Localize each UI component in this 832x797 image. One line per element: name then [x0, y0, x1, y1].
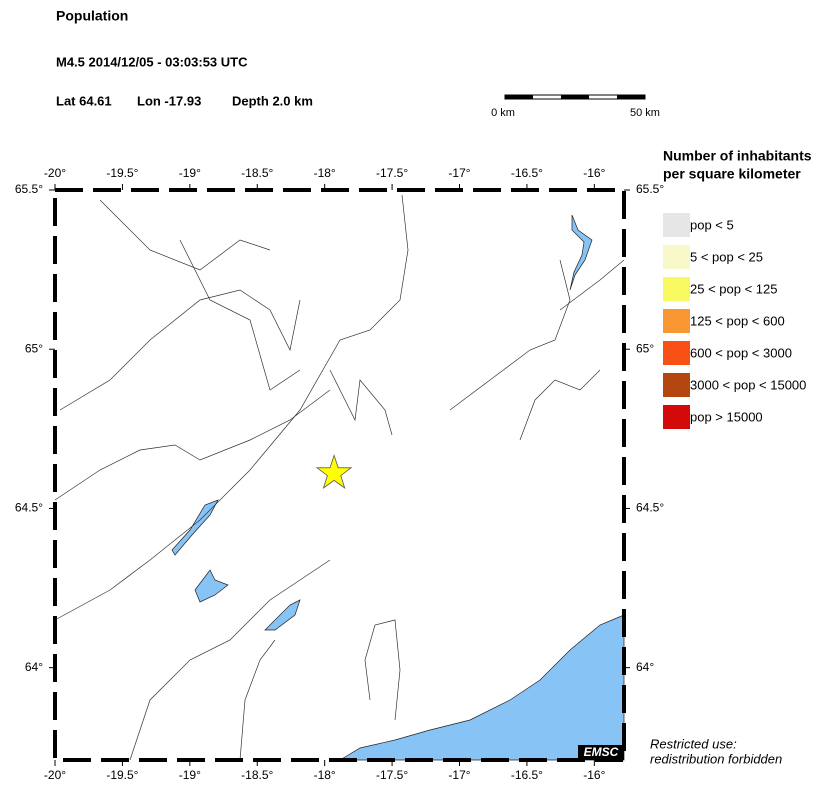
- depth: Depth 2.0 km: [232, 93, 313, 108]
- lon-label: -17°: [448, 768, 470, 782]
- lon-label: -18°: [314, 166, 336, 180]
- legend-title: Number of inhabitants: [663, 148, 812, 164]
- scale-bar: [504, 94, 646, 100]
- lat-label: 65°: [25, 341, 43, 355]
- lon-label: -18°: [314, 768, 336, 782]
- legend-label: 25 < pop < 125: [690, 281, 777, 296]
- legend-label: 3000 < pop < 15000: [690, 377, 806, 392]
- lat-label: 64°: [636, 660, 654, 674]
- legend-label: 5 < pop < 25: [690, 249, 763, 264]
- legend-swatch: [663, 245, 690, 269]
- lat-label: 65°: [636, 341, 654, 355]
- legend-swatch: [663, 277, 690, 301]
- lon-label: -20°: [44, 768, 66, 782]
- legend-swatch: [663, 213, 690, 237]
- event: M4.5 2014/12/05 - 03:03:53 UTC: [56, 54, 248, 69]
- scale-start: 0 km: [491, 107, 515, 119]
- lat: Lat 64.61: [56, 93, 112, 108]
- scale-end: 50 km: [630, 107, 660, 119]
- lat-label: 65.5°: [15, 182, 43, 196]
- lon-label: -16°: [583, 166, 605, 180]
- lon-label: -17.5°: [376, 166, 408, 180]
- legend-swatch: [663, 373, 690, 397]
- lon-label: -19°: [179, 768, 201, 782]
- legend-swatch: [663, 309, 690, 333]
- legend-title: per square kilometer: [663, 166, 801, 182]
- lat-label: 64.5°: [636, 501, 664, 515]
- lat-label: 65.5°: [636, 182, 664, 196]
- lon-label: -16°: [583, 768, 605, 782]
- lon-label: -18.5°: [241, 768, 273, 782]
- legend-label: 600 < pop < 3000: [690, 345, 792, 360]
- badge: EMSC: [584, 745, 619, 759]
- legend-swatch: [663, 341, 690, 365]
- lon: Lon -17.93: [137, 93, 201, 108]
- lon-label: -18.5°: [241, 166, 273, 180]
- epicenter: [315, 454, 353, 490]
- legend-label: pop < 5: [690, 217, 734, 232]
- lat-label: 64°: [25, 660, 43, 674]
- lon-label: -16.5°: [511, 166, 543, 180]
- lon-label: -17.5°: [376, 768, 408, 782]
- lon-label: -19°: [179, 166, 201, 180]
- notice: redistribution forbidden: [650, 751, 782, 766]
- title: Population: [56, 8, 128, 24]
- lat-label: 64.5°: [15, 501, 43, 515]
- lon-label: -20°: [44, 166, 66, 180]
- lon-label: -17°: [448, 166, 470, 180]
- legend-swatch: [663, 405, 690, 429]
- lon-label: -16.5°: [511, 768, 543, 782]
- lon-label: -19.5°: [106, 166, 138, 180]
- legend-label: pop > 15000: [690, 409, 763, 424]
- notice: Restricted use:: [650, 736, 737, 751]
- lon-label: -19.5°: [106, 768, 138, 782]
- legend-label: 125 < pop < 600: [690, 313, 785, 328]
